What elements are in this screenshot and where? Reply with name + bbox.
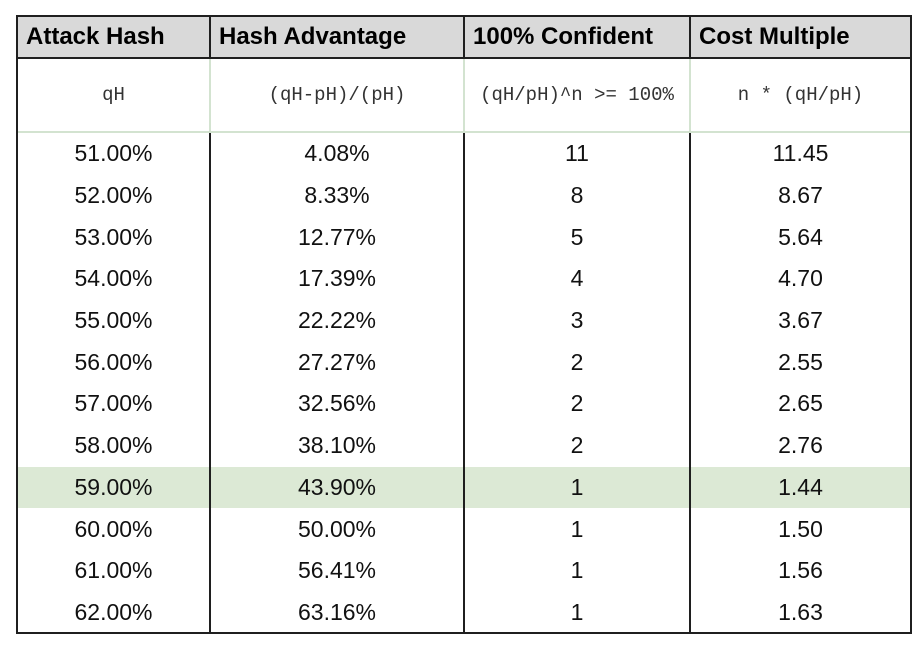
table-row: 58.00% 38.10% 2 2.76 (18, 424, 910, 467)
header-attack-hash[interactable]: Attack Hash (18, 17, 211, 59)
hash-advantage-cell[interactable]: 17.39% (210, 258, 465, 300)
cost-multiple-cell[interactable]: 2.55 (778, 348, 823, 375)
confident-n-cell[interactable]: 8 (464, 174, 691, 217)
attack-hash-cell[interactable]: 54.00% (18, 258, 211, 300)
cost-multiple-cell[interactable]: 8.67 (778, 182, 823, 209)
header-hash-advantage[interactable]: Hash Advantage (210, 17, 465, 59)
table-row: 59.00% 43.90% 1 1.44 (18, 466, 910, 509)
cost-multiple-cell[interactable]: 11.45 (772, 140, 829, 167)
hash-advantage-cell[interactable]: 43.90% (210, 466, 465, 509)
table-row: 54.00% 17.39% 4 4.70 (18, 258, 910, 300)
cost-multiple-cell[interactable]: 5.64 (778, 223, 823, 250)
hash-advantage-cell[interactable]: 32.56% (210, 383, 465, 425)
confident-n-cell[interactable]: 1 (464, 549, 691, 592)
confident-n-cell[interactable]: 1 (464, 466, 691, 509)
confident-n-cell[interactable]: 2 (464, 383, 691, 425)
cost-multiple-cell[interactable]: 1.50 (778, 515, 823, 542)
attack-hash-cell[interactable]: 60.00% (18, 508, 211, 550)
cost-multiple-cell[interactable]: 3.67 (778, 307, 823, 334)
header-100-confident[interactable]: 100% Confident (464, 17, 691, 59)
hash-advantage-cell[interactable]: 8.33% (210, 174, 465, 217)
cost-multiple-cell[interactable]: 2.76 (778, 432, 823, 459)
formula-cost-multiple[interactable]: n * (qH/pH) (690, 58, 910, 133)
hash-advantage-cell[interactable]: 38.10% (210, 424, 465, 467)
confident-n-cell[interactable]: 4 (464, 258, 691, 300)
confident-n-cell[interactable]: 1 (464, 508, 691, 550)
cost-multiple-cell[interactable]: 4.70 (778, 265, 823, 292)
formula-hash-advantage[interactable]: (qH-pH)/(pH) (210, 58, 465, 133)
table-row: 60.00% 50.00% 1 1.50 (18, 508, 910, 550)
cost-multiple-cell[interactable]: 1.56 (778, 557, 823, 584)
formula-attack-hash[interactable]: qH (18, 58, 211, 133)
table-body: 51.00% 4.08% 11 11.45 52.00% 8.33% 8 8.67 53.00%… (18, 132, 910, 634)
attack-hash-cell[interactable]: 52.00% (18, 174, 211, 217)
table-row: 53.00% 12.77% 5 5.64 (18, 216, 910, 259)
attack-hash-cell[interactable]: 59.00% (18, 466, 211, 509)
attack-hash-table-container: Attack Hash Hash Advantage 100% Confiden… (16, 15, 912, 634)
attack-hash-cell[interactable]: 57.00% (18, 383, 211, 425)
hash-advantage-cell[interactable]: 4.08% (210, 132, 465, 175)
confident-n-cell[interactable]: 3 (464, 299, 691, 342)
hash-advantage-cell[interactable]: 50.00% (210, 508, 465, 550)
table-row: 62.00% 63.16% 1 1.63 (18, 591, 910, 634)
table-row: 52.00% 8.33% 8 8.67 (18, 174, 910, 217)
confident-n-cell[interactable]: 5 (464, 216, 691, 259)
attack-hash-cell[interactable]: 61.00% (18, 549, 211, 592)
header-row: Attack Hash Hash Advantage 100% Confiden… (18, 17, 910, 59)
confident-n-cell[interactable]: 2 (464, 424, 691, 467)
attack-hash-cell[interactable]: 53.00% (18, 216, 211, 259)
cost-multiple-cell[interactable]: 1.63 (778, 598, 823, 625)
confident-n-cell[interactable]: 1 (464, 591, 691, 634)
formula-row: qH (qH-pH)/(pH) (qH/pH)^n >= 100% n * (q… (18, 58, 910, 133)
table-row: 55.00% 22.22% 3 3.67 (18, 299, 910, 342)
hash-advantage-cell[interactable]: 27.27% (210, 341, 465, 384)
header-cost-multiple[interactable]: Cost Multiple (690, 17, 910, 59)
attack-hash-cell[interactable]: 58.00% (18, 424, 211, 467)
hash-advantage-cell[interactable]: 63.16% (210, 591, 465, 634)
attack-hash-cell[interactable]: 56.00% (18, 341, 211, 384)
hash-advantage-cell[interactable]: 56.41% (210, 549, 465, 592)
cost-multiple-cell[interactable]: 2.65 (778, 390, 823, 417)
formula-100-confident[interactable]: (qH/pH)^n >= 100% (464, 58, 691, 133)
hash-advantage-cell[interactable]: 12.77% (210, 216, 465, 259)
confident-n-cell[interactable]: 11 (464, 132, 691, 175)
table-row: 56.00% 27.27% 2 2.55 (18, 341, 910, 384)
table-row: 61.00% 56.41% 1 1.56 (18, 549, 910, 592)
attack-hash-cell[interactable]: 62.00% (18, 591, 211, 634)
attack-hash-cell[interactable]: 51.00% (18, 132, 211, 175)
cost-multiple-cell[interactable]: 1.44 (690, 466, 910, 509)
attack-hash-table: Attack Hash Hash Advantage 100% Confiden… (18, 17, 910, 634)
attack-hash-cell[interactable]: 55.00% (18, 299, 211, 342)
confident-n-cell[interactable]: 2 (464, 341, 691, 384)
table-row: 51.00% 4.08% 11 11.45 (18, 132, 910, 175)
table-row: 57.00% 32.56% 2 2.65 (18, 383, 910, 425)
hash-advantage-cell[interactable]: 22.22% (210, 299, 465, 342)
